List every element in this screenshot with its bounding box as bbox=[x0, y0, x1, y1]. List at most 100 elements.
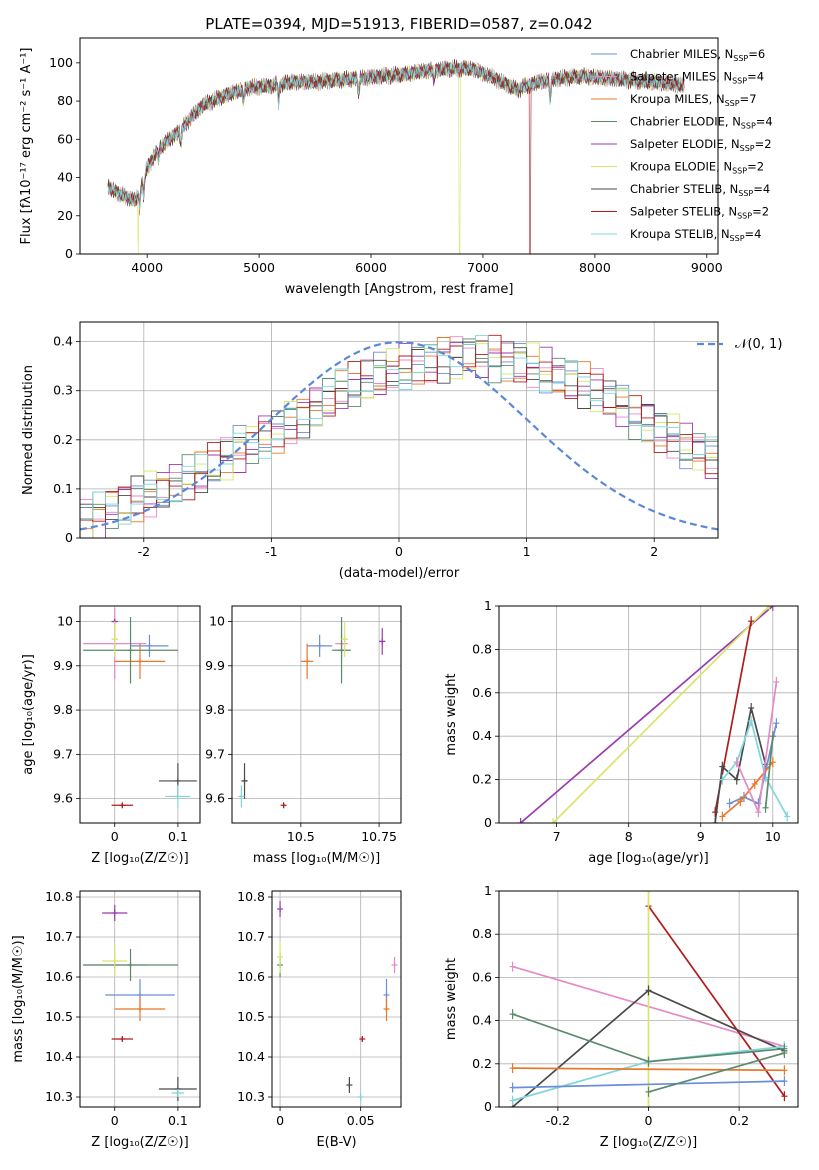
y-axis-label: Flux [fλ10⁻¹⁷ erg cm⁻² s⁻¹ A⁻¹] bbox=[19, 48, 34, 245]
x-tick-label: 4000 bbox=[131, 260, 163, 275]
legend-name: Kroupa STELIB bbox=[630, 227, 714, 241]
legend-name: Chabrier MILES bbox=[630, 47, 717, 61]
y-tick-label: 20 bbox=[57, 208, 73, 223]
weight-line-kroupa_elodie bbox=[552, 606, 770, 823]
y-tick-label: 9.6 bbox=[53, 791, 73, 806]
data-point-salpeter_elodie bbox=[102, 905, 128, 921]
legend-entry: Salpeter MILES, NSSP=4 bbox=[630, 70, 764, 86]
y-tick-label: 0.4 bbox=[472, 1013, 492, 1028]
data-point-kroupa_stelib bbox=[171, 1089, 185, 1097]
points-group bbox=[83, 905, 197, 1101]
legend-sep: , bbox=[709, 92, 716, 106]
panel-weight_vs_age: 7 8 9 10 0 0.2 0.4 0.6 0.8 1 age [log₁₀(age/yr)] ma… bbox=[444, 598, 799, 866]
legend-entry: Kroupa STELIB, NSSP=4 bbox=[630, 227, 762, 243]
legend-nssp-subscript: SSP bbox=[725, 99, 740, 108]
legend-nssp-value: 7 bbox=[749, 92, 756, 106]
data-point-salpeter_stelib bbox=[111, 1036, 134, 1042]
panel-age_vs_Z: 0 0.1 9.6 9.7 9.8 9.9 10 Z [log₁₀(Z/Z☉)] age [lo… bbox=[21, 605, 201, 866]
legend-sep: , bbox=[717, 47, 724, 61]
x-axis-label: mass [log₁₀(M/M☉)] bbox=[253, 851, 380, 866]
x-tick-label: 9000 bbox=[691, 260, 723, 275]
x-tick-label: 10.5 bbox=[287, 829, 315, 844]
data-point-chabrier_elodie bbox=[332, 617, 351, 684]
legend-entry: Kroupa ELODIE, NSSP=2 bbox=[630, 160, 764, 176]
legend-nssp-subscript: SSP bbox=[732, 167, 747, 176]
data-point-chabrier_elodie bbox=[83, 949, 178, 981]
weight-lines-group bbox=[509, 891, 788, 1107]
legend-name: Kroupa MILES bbox=[630, 92, 709, 106]
y-tick-label: 10.4 bbox=[237, 1049, 265, 1064]
weight-line-salpeter_elodie bbox=[520, 606, 774, 823]
legend-name: Kroupa ELODIE bbox=[630, 160, 716, 174]
legend-nssp-symbol: N bbox=[723, 160, 732, 174]
data-point-salpeter_elodie bbox=[277, 901, 284, 917]
axes-frame bbox=[231, 605, 402, 824]
y-tick-label: 40 bbox=[57, 170, 73, 185]
x-axis-label: wavelength [Angstrom, rest frame] bbox=[285, 282, 514, 297]
spectrum-line-kroupa_miles bbox=[107, 61, 685, 216]
points-group bbox=[277, 901, 398, 1101]
axes-frame bbox=[498, 605, 799, 824]
data-point-kroupa_elodie bbox=[102, 945, 128, 977]
legend-nssp-symbol: N bbox=[731, 137, 740, 151]
x-tick-label: 10.75 bbox=[361, 829, 397, 844]
legend-nssp-symbol: N bbox=[725, 47, 734, 61]
x-tick-label: 2 bbox=[650, 544, 658, 559]
legend-equals: = bbox=[745, 227, 755, 241]
x-tick-label: 0.2 bbox=[729, 1113, 749, 1128]
x-tick-label: 0.1 bbox=[168, 829, 188, 844]
y-tick-label: 60 bbox=[57, 131, 73, 146]
legend-sep: , bbox=[725, 115, 732, 129]
legend-nssp-value: 2 bbox=[757, 160, 764, 174]
weight-line-chabrier_elodie bbox=[764, 736, 774, 808]
y-tick-label: 10.8 bbox=[45, 889, 73, 904]
y-tick-label: 10.3 bbox=[45, 1089, 73, 1104]
axes-frame bbox=[79, 605, 201, 824]
y-tick-label: 10 bbox=[57, 614, 73, 629]
spectrum-line-kroupa_elodie bbox=[107, 60, 685, 254]
legend-nssp-value: 2 bbox=[764, 137, 771, 151]
chart-title: PLATE=0394, MJD=51913, FIBERID=0587, z=0… bbox=[205, 15, 592, 33]
data-point-kroupa_stelib bbox=[238, 785, 245, 808]
y-tick-label: 10.6 bbox=[45, 969, 73, 984]
y-tick-label: 9.6 bbox=[205, 791, 225, 806]
data-point-salpeter_stelib bbox=[359, 1036, 366, 1042]
data-point-kroupa_miles bbox=[114, 997, 166, 1021]
legend-gaussian-label: 𝒩(0, 1) bbox=[735, 337, 782, 352]
legend-nssp-value: 4 bbox=[763, 182, 770, 196]
legend-entry: Salpeter ELODIE, NSSP=2 bbox=[630, 137, 772, 153]
panel-age_vs_mass: 10.5 10.75 9.6 9.7 9.8 9.9 10 mass [log₁₀(M/M☉)… bbox=[205, 605, 402, 866]
data-point-kroupa_elodie bbox=[341, 621, 348, 657]
axes-frame bbox=[271, 890, 402, 1108]
legend-equals: = bbox=[753, 182, 763, 196]
x-tick-label: -0.2 bbox=[546, 1113, 570, 1128]
y-tick-label: 0 bbox=[484, 815, 492, 830]
data-point-kroupa_miles bbox=[383, 997, 390, 1021]
y-tick-label: 9.9 bbox=[205, 658, 225, 673]
spectrum-series-group bbox=[107, 58, 685, 254]
gaussian-curve bbox=[80, 341, 718, 531]
y-tick-label: 9.8 bbox=[53, 702, 73, 717]
legend-nssp-subscript: SSP bbox=[740, 144, 755, 153]
legend-nssp-symbol: N bbox=[728, 205, 737, 219]
data-point-chabrier_stelib bbox=[241, 763, 248, 799]
y-axis-label: mass weight bbox=[444, 958, 459, 1040]
y-tick-label: 1 bbox=[484, 598, 492, 613]
legend-sep: , bbox=[716, 160, 723, 174]
axes-frame bbox=[79, 890, 201, 1108]
y-tick-label: 80 bbox=[57, 93, 73, 108]
legend-entry: Chabrier MILES, NSSP=6 bbox=[630, 47, 765, 63]
y-tick-label: 9.8 bbox=[205, 702, 225, 717]
histogram-kroupa_stelib bbox=[80, 335, 718, 525]
y-tick-label: 10.8 bbox=[237, 889, 265, 904]
x-tick-label: 7 bbox=[553, 829, 561, 844]
legend-sep: , bbox=[716, 70, 723, 84]
points-group bbox=[83, 608, 197, 809]
y-tick-label: 0 bbox=[65, 246, 73, 261]
data-point-kroupa_miles bbox=[300, 643, 314, 680]
axes-frame bbox=[79, 37, 719, 255]
y-tick-label: 0.2 bbox=[472, 1056, 492, 1071]
legend-nssp-value: 6 bbox=[758, 47, 765, 61]
y-tick-label: 10 bbox=[209, 614, 225, 629]
